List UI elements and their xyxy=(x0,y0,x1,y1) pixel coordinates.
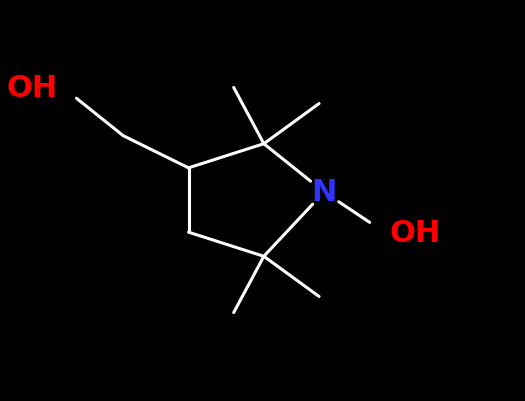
Text: OH: OH xyxy=(7,74,58,103)
Text: N: N xyxy=(311,178,337,207)
Text: OH: OH xyxy=(390,218,440,247)
